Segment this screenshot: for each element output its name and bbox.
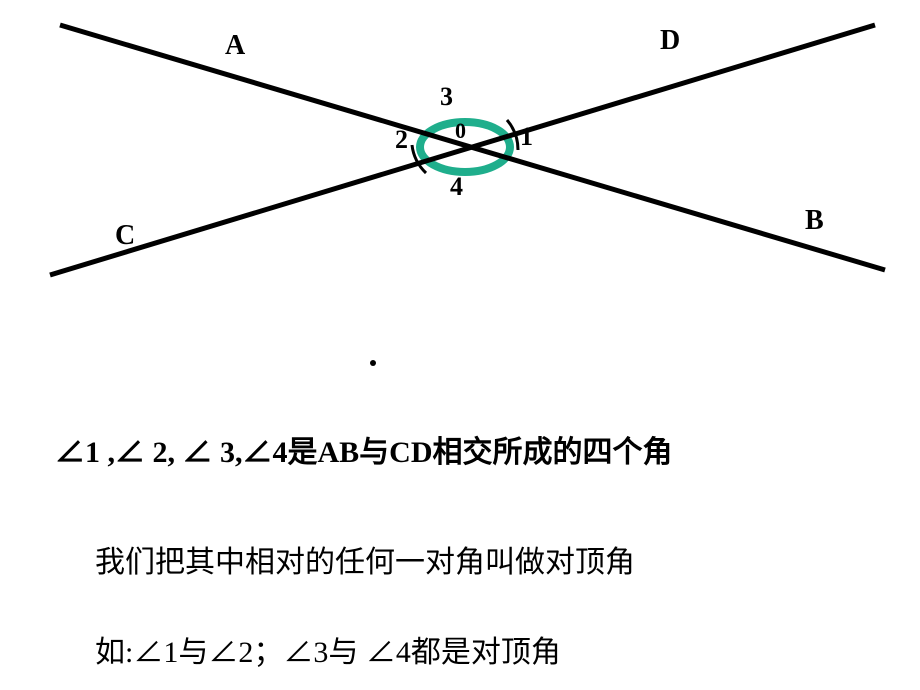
label-angle-2: 2 bbox=[395, 125, 408, 155]
label-angle-1: 1 bbox=[520, 122, 533, 152]
label-angle-3: 3 bbox=[440, 82, 453, 112]
statement-vertical-angles-def: 我们把其中相对的任何一对角叫做对顶角 如:∠1与∠2；∠3与 ∠4都是对顶角 bbox=[95, 495, 635, 675]
statement2-line1: 我们把其中相对的任何一对角叫做对顶角 bbox=[95, 546, 635, 579]
line-cd bbox=[50, 25, 875, 275]
label-a: A bbox=[225, 30, 245, 62]
statement-angles-formed: ∠1 ,∠ 2, ∠ 3,∠4是AB与CD相交所成的四个角 bbox=[55, 430, 673, 475]
statement2-line2: 如:∠1与∠2；∠3与 ∠4都是对顶角 bbox=[95, 636, 561, 669]
label-c: C bbox=[115, 220, 135, 252]
geometry-diagram: A B C D 0 1 2 3 4 bbox=[0, 0, 920, 350]
bullet-dot bbox=[370, 360, 376, 366]
label-o: 0 bbox=[455, 118, 466, 144]
label-angle-4: 4 bbox=[450, 172, 463, 202]
label-d: D bbox=[660, 25, 680, 57]
label-b: B bbox=[805, 205, 824, 237]
